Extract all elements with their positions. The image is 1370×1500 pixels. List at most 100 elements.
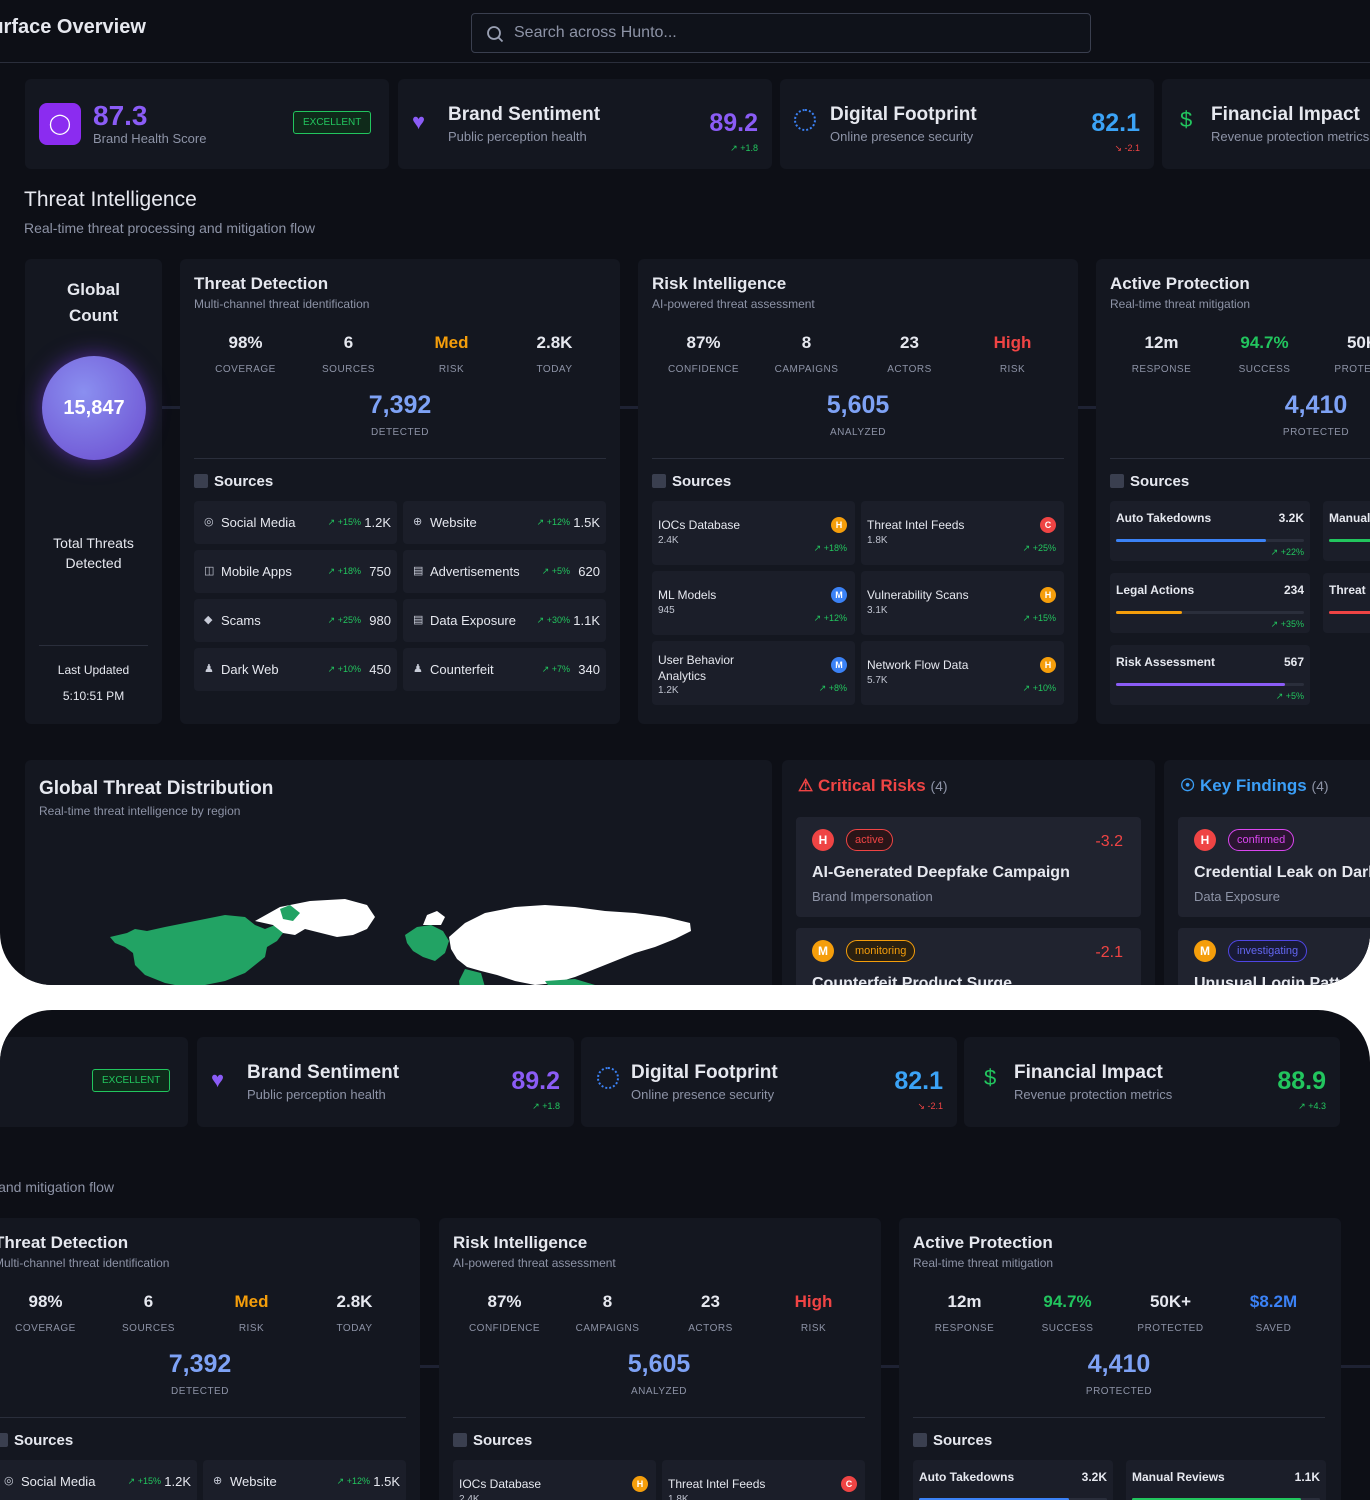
source-tile[interactable]: ◎ Social Media ↗ +15% 1.2K bbox=[0, 1460, 197, 1500]
protected-count: 4,410 bbox=[1284, 391, 1348, 419]
source-name: Legal Actions bbox=[1116, 583, 1195, 597]
brand-health-card[interactable]: EXCELLENT bbox=[0, 1037, 188, 1127]
stat-value: 6 bbox=[343, 333, 354, 352]
source-tile[interactable]: ▤ Advertisements ↗ +5% 620 bbox=[403, 550, 606, 593]
finding-item[interactable]: M investigating Unusual Login Patterns bbox=[1178, 928, 1370, 985]
source-tile[interactable]: Network Flow Data 5.7K H ↗ +10% bbox=[861, 641, 1064, 705]
phone-icon: ◫ bbox=[204, 565, 215, 577]
brand-sentiment-card[interactable]: ♥ Brand Sentiment Public perception heal… bbox=[398, 79, 772, 169]
metric-value: 89.2 bbox=[511, 1067, 560, 1095]
progress-fill bbox=[1329, 539, 1370, 542]
source-tile[interactable]: ◫ Mobile Apps ↗ +18% 750 bbox=[194, 550, 397, 593]
global-caption: Total Threats Detected bbox=[25, 533, 162, 573]
source-tile[interactable]: ♟ Dark Web ↗ +10% 450 bbox=[194, 648, 397, 691]
protected-count: 4,410 bbox=[1087, 1350, 1151, 1378]
brand-health-card[interactable]: ◯ 87.3 Brand Health Score EXCELLENT bbox=[25, 79, 389, 169]
stat-value: 8 bbox=[801, 333, 812, 352]
stat: Med RISK bbox=[400, 333, 503, 375]
source-tile[interactable]: ⊕ Website ↗ +12% 1.5K bbox=[203, 1460, 406, 1500]
critical-risks-title: ⚠ Critical Risks (4) bbox=[798, 776, 948, 796]
global-title-line1: Global bbox=[67, 280, 120, 299]
source-count: 1.2K bbox=[364, 515, 391, 530]
metric-delta: ↗ +4.3 bbox=[1298, 1101, 1326, 1111]
stat: 12m RESPONSE bbox=[1110, 333, 1213, 375]
finding-title: Unusual Login Patterns bbox=[1194, 975, 1370, 985]
stat-value: 2.8K bbox=[336, 1292, 373, 1311]
progress-fill bbox=[919, 1498, 1069, 1500]
brand-sentiment-card[interactable]: ♥ Brand Sentiment Public perception heal… bbox=[197, 1037, 574, 1127]
sources-heading: Sources bbox=[0, 1432, 73, 1449]
stat-label: RISK bbox=[438, 364, 465, 375]
metric-delta: ↗ +1.8 bbox=[532, 1101, 560, 1111]
threat-detection-card: Threat Detection Multi-channel threat id… bbox=[180, 259, 620, 724]
source-count: 3.2K bbox=[1278, 511, 1304, 525]
risk-stats: 87% CONFIDENCE 8 CAMPAIGNS 23 ACTORS High RI… bbox=[652, 333, 1064, 375]
findings-title-label: Key Findings bbox=[1199, 776, 1307, 795]
source-tile[interactable]: ML Models 945 M ↗ +12% bbox=[652, 571, 855, 635]
risk-intelligence-card: Risk Intelligence AI-powered threat asse… bbox=[439, 1218, 881, 1500]
user-icon: ♟ bbox=[204, 663, 214, 675]
financial-impact-card[interactable]: $ Financial Impact Revenue protection me… bbox=[964, 1037, 1340, 1127]
source-tile[interactable]: Risk Assessment 567 ↗ +5% bbox=[1110, 645, 1310, 705]
metric-delta: ↘ -2.1 bbox=[917, 1101, 943, 1111]
stat-value: High bbox=[993, 333, 1032, 352]
threat-map-card: Global Threat Distribution Real-time thr… bbox=[25, 760, 772, 985]
source-tile[interactable]: ⊕ Website ↗ +12% 1.5K bbox=[403, 501, 606, 544]
source-tile[interactable]: User Behavior Analytics 1.2K M ↗ +8% bbox=[652, 641, 855, 705]
status-badge: EXCELLENT bbox=[293, 111, 372, 134]
ad-icon: ▤ bbox=[413, 565, 424, 577]
risk-item[interactable]: H active -3.2 AI-Generated Deepfake Camp… bbox=[796, 817, 1141, 917]
digital-footprint-card[interactable]: Digital Footprint Online presence securi… bbox=[581, 1037, 957, 1127]
source-name: Vulnerability Scans bbox=[867, 587, 969, 603]
source-tile[interactable]: Vulnerability Scans 3.1K H ↗ +15% bbox=[861, 571, 1064, 635]
source-name: Social Media bbox=[21, 1474, 96, 1489]
progress-fill bbox=[1116, 539, 1266, 542]
status-badge: EXCELLENT bbox=[92, 1069, 171, 1092]
progress-fill bbox=[1116, 611, 1182, 614]
source-tile[interactable]: Threat bbox=[1323, 573, 1370, 633]
delta-value: +30% bbox=[546, 615, 570, 625]
source-count: 340 bbox=[578, 662, 600, 677]
stat: 87% CONFIDENCE bbox=[652, 333, 755, 375]
stat-value: 87% bbox=[487, 1292, 522, 1311]
stat-label: RISK bbox=[800, 1323, 827, 1334]
stat-value: 6 bbox=[143, 1292, 154, 1311]
finding-item[interactable]: H confirmed Credential Leak on Dark Web … bbox=[1178, 817, 1370, 917]
stat-value: 94.7% bbox=[1043, 1292, 1092, 1311]
source-tile[interactable]: ◆ Scams ↗ +25% 980 bbox=[194, 599, 397, 642]
search-input[interactable]: Search across Hunto... bbox=[471, 13, 1091, 53]
risk-item[interactable]: M monitoring -2.1 Counterfeit Product Su… bbox=[796, 928, 1141, 985]
source-tile[interactable]: Legal Actions 234 ↗ +35% bbox=[1110, 573, 1310, 633]
source-tile[interactable]: ♟ Counterfeit ↗ +7% 340 bbox=[403, 648, 606, 691]
stat: 50K+ PROTECTED bbox=[1119, 1292, 1222, 1334]
severity-badge: H bbox=[812, 829, 834, 851]
stat-label: PROTECTED bbox=[1334, 364, 1370, 375]
financial-impact-card[interactable]: $ Financial Impact Revenue protection me… bbox=[1162, 79, 1370, 169]
status-pill: monitoring bbox=[846, 940, 916, 962]
card-subtitle: Multi-channel threat identification bbox=[0, 1256, 170, 1270]
stat-value: Med bbox=[234, 1292, 269, 1311]
stat-label: RISK bbox=[238, 1323, 265, 1334]
delta-value: +15% bbox=[137, 1476, 161, 1486]
sources-icon bbox=[652, 474, 666, 488]
digital-footprint-card[interactable]: Digital Footprint Online presence securi… bbox=[780, 79, 1154, 169]
metric-subtitle: Public perception health bbox=[448, 129, 587, 144]
metric-title: Brand Sentiment bbox=[448, 104, 601, 125]
source-count: 234 bbox=[1283, 583, 1304, 597]
source-tile[interactable]: ▤ Data Exposure ↗ +30% 1.1K bbox=[403, 599, 606, 642]
threat-detection-card: Threat Detection Multi-channel threat id… bbox=[0, 1218, 420, 1500]
source-tile[interactable]: ◎ Social Media ↗ +15% 1.2K bbox=[194, 501, 397, 544]
dashboard-view-top: Surface Overview Search across Hunto... … bbox=[0, 0, 1370, 985]
global-caption-line1: Total Threats bbox=[53, 535, 134, 551]
updated-label: Last Updated bbox=[57, 663, 130, 677]
protected-label: PROTECTED bbox=[1085, 1386, 1153, 1397]
severity-badge: M bbox=[1194, 940, 1216, 962]
